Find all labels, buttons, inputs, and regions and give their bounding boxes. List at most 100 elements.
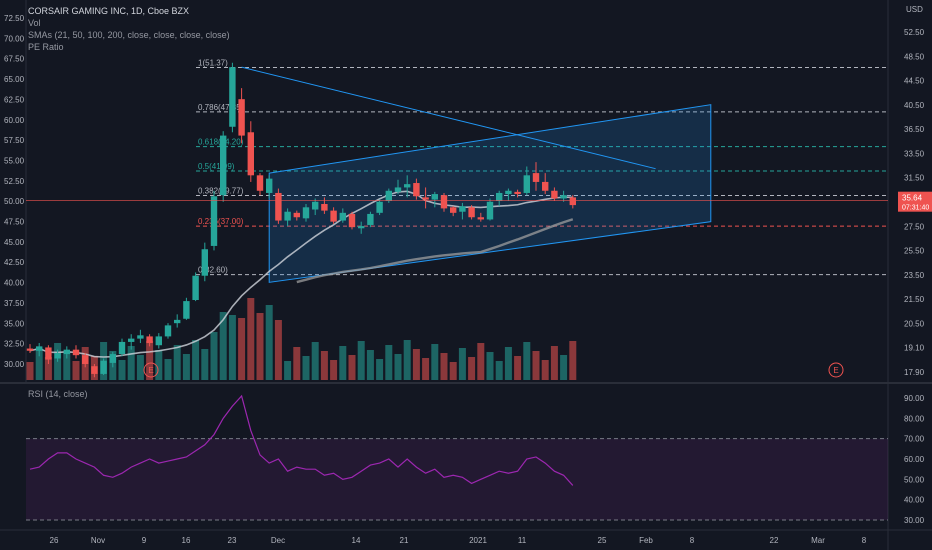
price-axis-tick-label: 20.50 [904, 319, 925, 328]
fib-level-label: 0.786(47.35) [198, 103, 244, 112]
volume-bar [339, 346, 347, 380]
candle-body [523, 175, 530, 193]
earnings-event-label: E [148, 366, 153, 375]
candle-body [26, 348, 34, 351]
price-axis-tick-label: 52.50 [904, 28, 925, 37]
time-axis-tick-label: 22 [770, 536, 779, 545]
candle-body [146, 336, 153, 344]
volume-bar [247, 298, 255, 380]
volume-indicator-label[interactable]: Vol [28, 18, 41, 28]
left-axis-tick-label: 50.00 [4, 197, 25, 206]
candle-body [477, 217, 484, 220]
candle-body [440, 195, 448, 209]
left-axis-tick-label: 52.50 [4, 177, 25, 186]
candle-body [82, 355, 89, 364]
volume-bar [514, 356, 522, 380]
candle-body [36, 346, 43, 351]
volume-bar [477, 343, 485, 380]
fib-level-label: 1(51.37) [198, 59, 228, 68]
price-axis-tick-label: 40.50 [904, 101, 925, 110]
candle-body [137, 335, 144, 339]
candle-body [54, 352, 61, 359]
trend-line [241, 66, 656, 170]
time-axis-tick-label: 21 [400, 536, 409, 545]
volume-bar [449, 362, 457, 380]
current-price-value: 35.64 [902, 194, 923, 203]
candle-body [72, 349, 80, 356]
volume-bar [532, 351, 540, 380]
price-axis-tick-label: 23.50 [904, 271, 925, 280]
left-axis-tick-label: 60.00 [4, 116, 25, 125]
left-axis-tick-label: 65.00 [4, 75, 25, 84]
volume-bar [486, 352, 494, 380]
time-axis-tick-label: 8 [690, 536, 695, 545]
current-price-tag [898, 191, 932, 212]
rsi-axis-tick-label: 60.00 [904, 455, 925, 464]
volume-bar [376, 359, 384, 380]
candle-body [367, 213, 374, 225]
left-axis-tick-label: 57.50 [4, 136, 25, 145]
price-axis-tick-label: 44.50 [904, 77, 925, 86]
candle-body [459, 206, 466, 212]
volume-bar [541, 360, 549, 380]
volume-bar [440, 353, 448, 380]
volume-bar [192, 340, 200, 380]
price-axis-tick-label: 31.50 [904, 174, 925, 183]
volume-bar [468, 357, 476, 380]
volume-bar [412, 349, 420, 380]
rsi-axis-tick-label: 90.00 [904, 394, 925, 403]
candle-body [505, 190, 512, 195]
left-axis-tick-label: 30.00 [4, 360, 25, 369]
time-axis-tick-label: 16 [182, 536, 191, 545]
volume-bar [118, 360, 126, 380]
candle-body [321, 204, 328, 211]
volume-bar [136, 355, 144, 380]
candle-body [413, 183, 420, 197]
rsi-axis-tick-label: 80.00 [904, 414, 925, 423]
volume-bar [394, 354, 402, 380]
candle-body [256, 175, 264, 191]
price-axis-tick-label: 36.50 [904, 125, 925, 134]
earnings-event-marker [828, 362, 844, 378]
volume-bar [320, 351, 328, 380]
candle-body [339, 212, 346, 221]
volume-bar [173, 345, 181, 380]
time-axis-tick-label: 25 [598, 536, 607, 545]
volume-bar [228, 315, 236, 380]
left-axis-tick-label: 40.00 [4, 279, 25, 288]
volume-bar [35, 348, 43, 380]
volume-bar [550, 346, 558, 380]
candle-body [431, 194, 438, 200]
volume-bar [403, 340, 411, 380]
candle-body [266, 178, 273, 193]
candle-body [192, 275, 199, 300]
candle-body [128, 338, 135, 342]
candle-body [229, 67, 236, 127]
candle-body [542, 181, 549, 191]
left-axis-tick-label: 55.00 [4, 156, 25, 165]
price-axis-tick-label: 48.50 [904, 52, 925, 61]
sma-indicator-label[interactable]: SMAs (21, 50, 100, 200, close, close, cl… [28, 30, 230, 40]
candle-body [569, 197, 576, 206]
regression-channel [268, 104, 712, 283]
left-axis-tick-label: 47.50 [4, 218, 25, 227]
left-axis-tick-label: 35.00 [4, 319, 25, 328]
volume-bar [155, 350, 163, 380]
volume-bar [265, 305, 273, 380]
pe-ratio-indicator-label[interactable]: PE Ratio [28, 42, 64, 52]
volume-bar [330, 360, 338, 380]
candle-body [164, 325, 172, 337]
volume-bar [238, 318, 246, 380]
volume-bar [523, 342, 531, 380]
earnings-event-label: E [833, 366, 838, 375]
candle-body [422, 197, 429, 200]
candle-body [358, 226, 365, 229]
chart-title: CORSAIR GAMING INC, 1D, Cboe BZX [28, 6, 190, 16]
left-axis-tick-label: 70.00 [4, 34, 25, 43]
volume-bar [366, 350, 374, 380]
rsi-indicator-label[interactable]: RSI (14, close) [28, 389, 88, 399]
volume-bar [385, 345, 393, 380]
currency-label: USD [906, 5, 923, 14]
candle-body [330, 210, 337, 222]
